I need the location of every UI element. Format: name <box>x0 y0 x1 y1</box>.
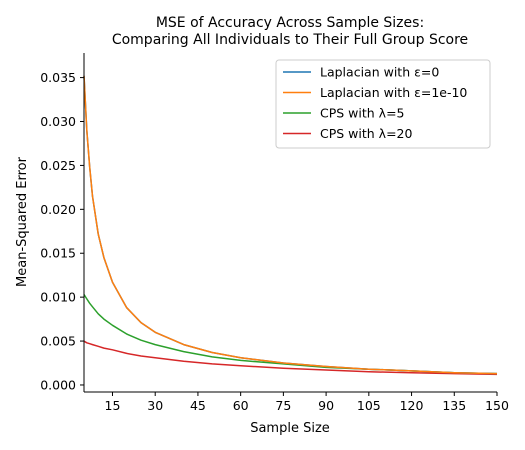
x-tick-label: 90 <box>318 398 334 413</box>
legend-label-1: Laplacian with ε=1e-10 <box>320 85 467 100</box>
y-tick-label: 0.025 <box>40 158 76 173</box>
legend-label-3: CPS with λ=20 <box>320 126 412 141</box>
chart-title-line-1: MSE of Accuracy Across Sample Sizes: <box>156 15 424 31</box>
x-tick-label: 30 <box>147 398 163 413</box>
series-line-1 <box>83 75 498 375</box>
x-tick-label: 105 <box>357 398 381 413</box>
series-layer <box>83 75 498 376</box>
series-line-3 <box>83 340 498 376</box>
y-ticks: 0.000 0.005 0.010 0.015 0.020 0.025 0.030 0.035 <box>40 70 84 392</box>
y-tick-label: 0.000 <box>40 377 76 392</box>
x-tick-label: 15 <box>105 398 121 413</box>
x-ticks: 15 30 45 60 75 90 105 120 135 150 <box>105 392 509 413</box>
x-tick-label: 135 <box>442 398 466 413</box>
legend-box <box>275 59 491 149</box>
y-tick-label: 0.010 <box>40 290 76 305</box>
y-axis-label: Mean-Squared Error <box>15 156 30 287</box>
x-tick-label: 75 <box>275 398 291 413</box>
y-tick-label: 0.035 <box>40 70 76 85</box>
x-tick-label: 60 <box>233 398 249 413</box>
x-tick-label: 150 <box>485 398 509 413</box>
x-axis-label: Sample Size <box>250 421 330 436</box>
x-tick-label: 120 <box>400 398 424 413</box>
legend-label-2: CPS with λ=5 <box>320 106 405 121</box>
y-tick-label: 0.030 <box>40 114 76 129</box>
y-tick-label: 0.020 <box>40 202 76 217</box>
y-tick-label: 0.015 <box>40 246 76 261</box>
chart-title-line-2: Comparing All Individuals to Their Full … <box>112 32 468 48</box>
x-tick-label: 45 <box>190 398 206 413</box>
y-tick-label: 0.005 <box>40 334 76 349</box>
legend-label-0: Laplacian with ε=0 <box>320 65 439 80</box>
legend: Laplacian with ε=0 Laplacian with ε=1e-10… <box>275 59 491 149</box>
